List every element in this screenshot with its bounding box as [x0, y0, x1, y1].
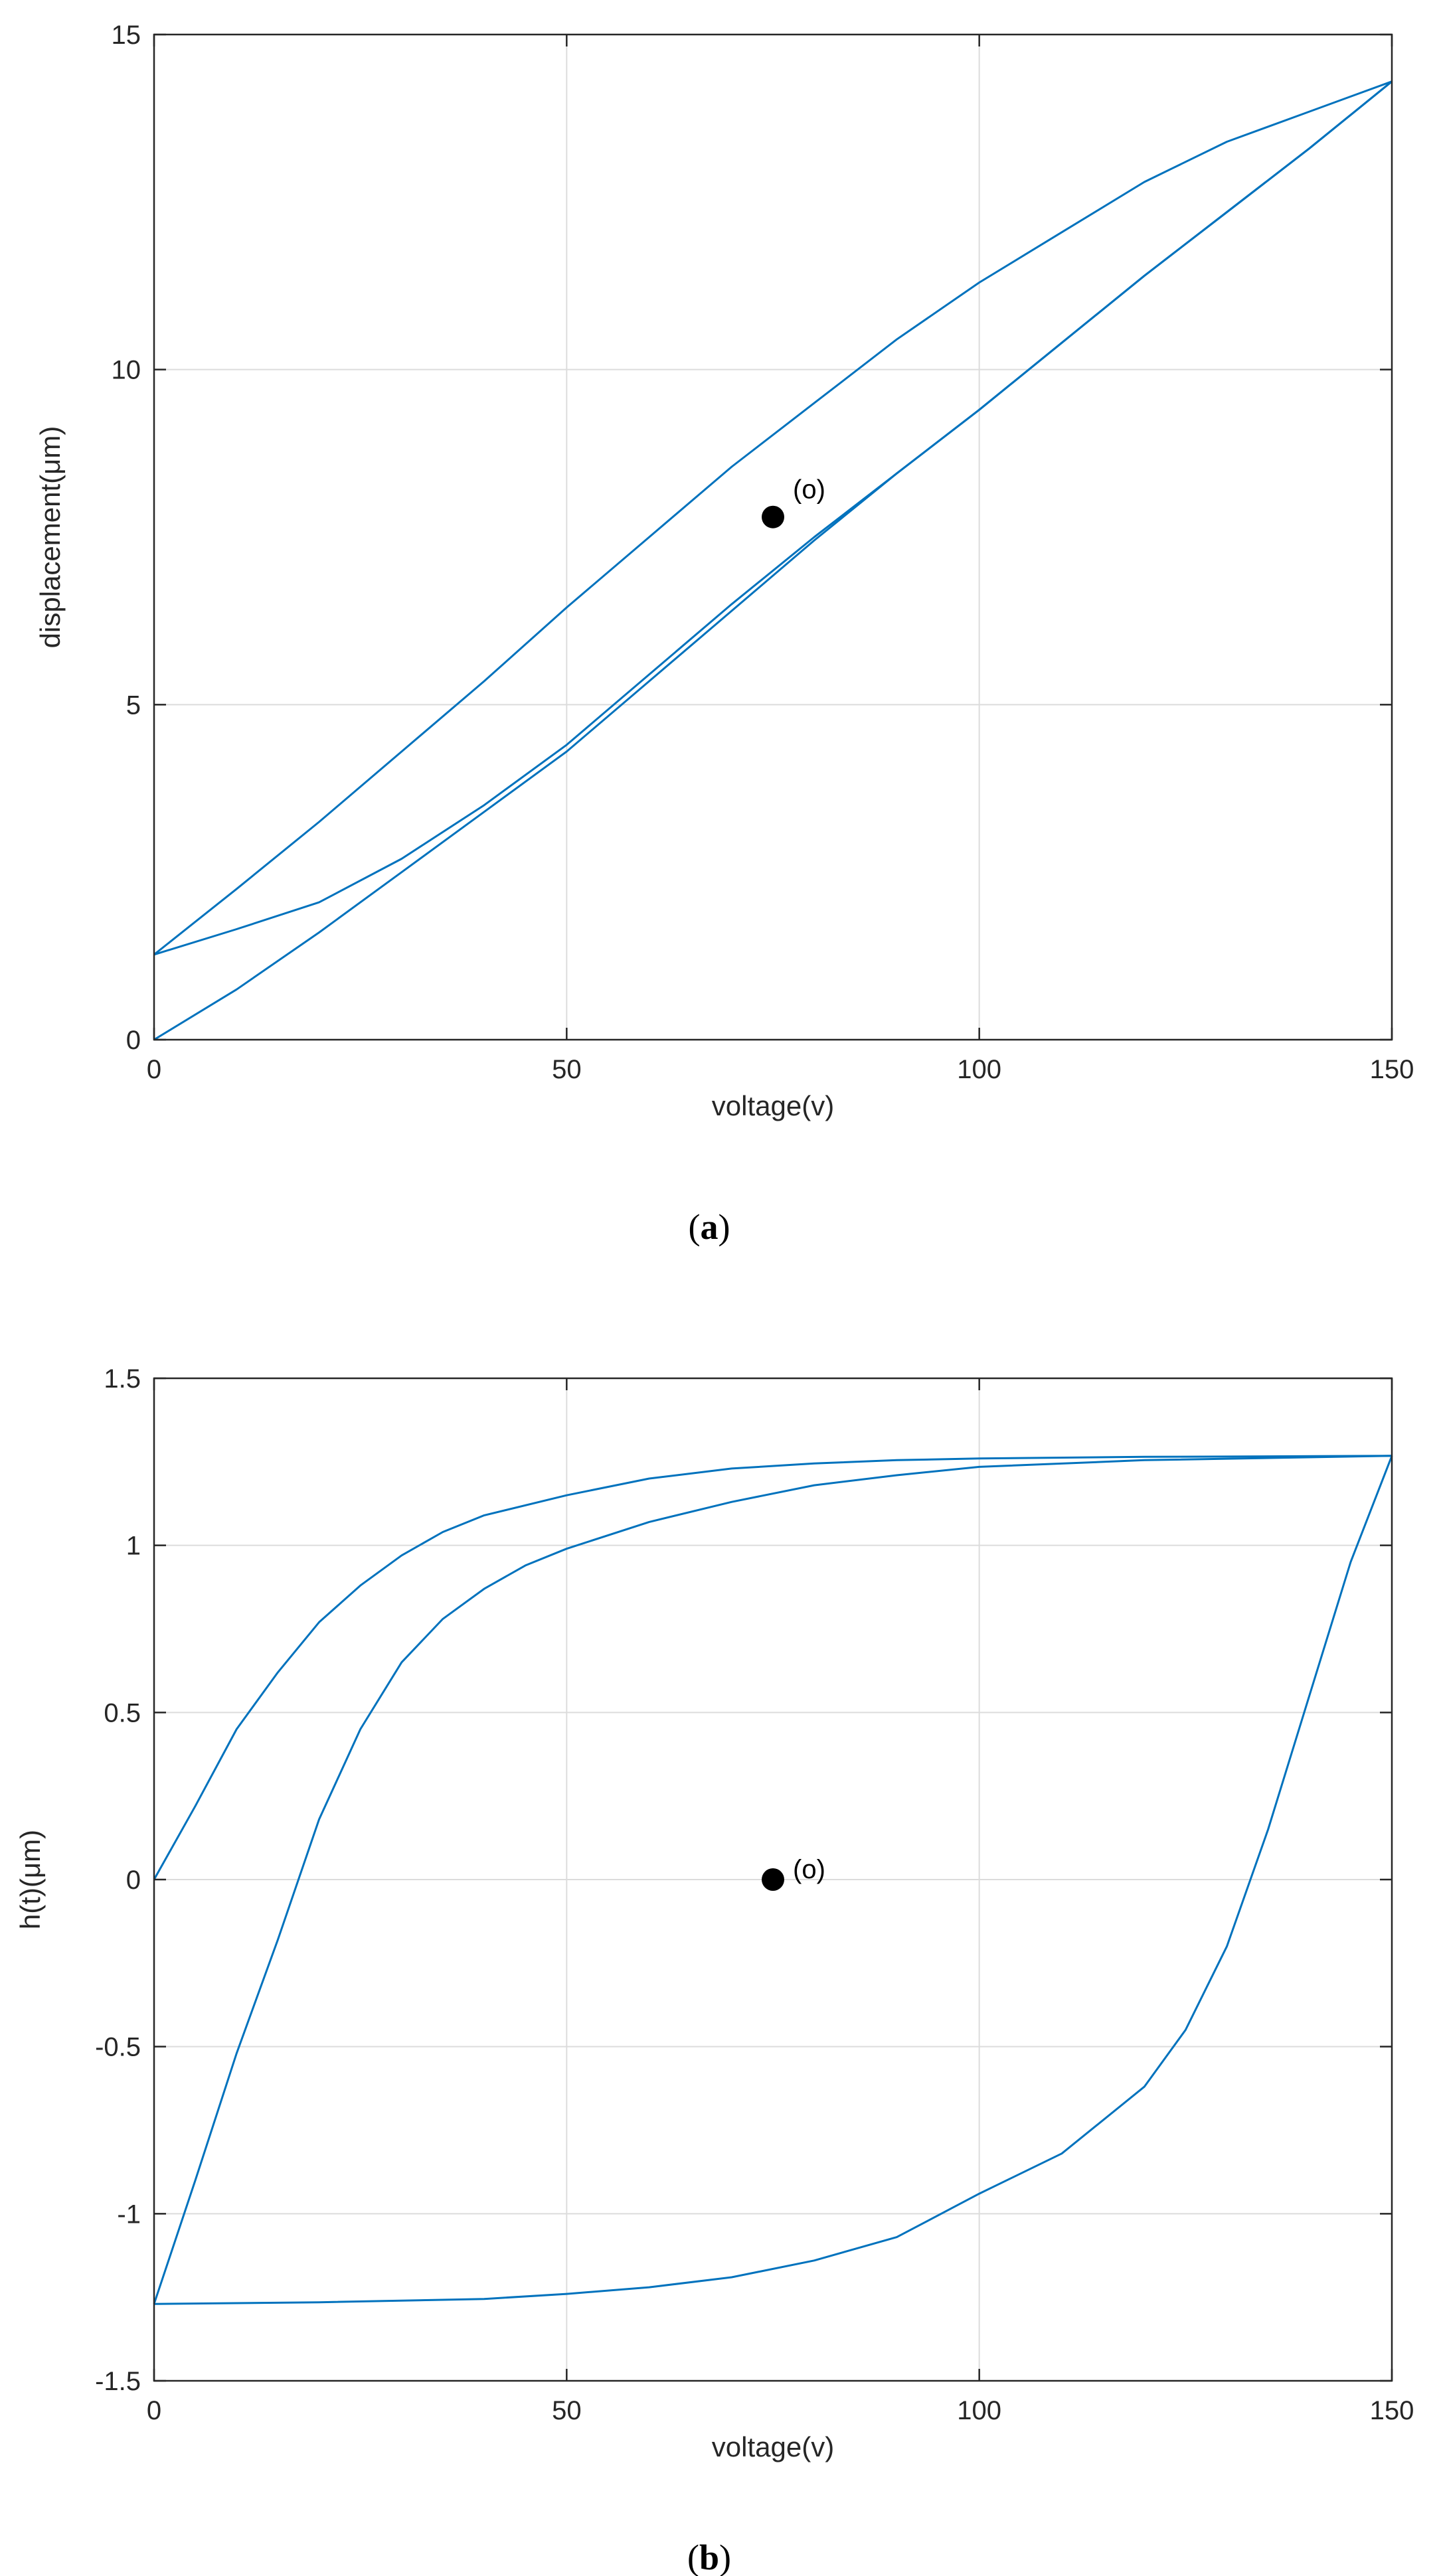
series-line-2	[153, 80, 1393, 955]
y-tick-label: 1.5	[104, 1364, 141, 1394]
x-tick-label: 50	[552, 1055, 582, 1084]
caption-letter: b	[699, 2537, 719, 2576]
y-tick-label: 5	[126, 690, 141, 720]
x-tick-label: 150	[1370, 1055, 1414, 1084]
y-tick-label: -1	[117, 2200, 141, 2229]
series-line-3	[153, 1455, 1393, 2304]
y-axis-label: h(t)(μm)	[15, 1830, 46, 1929]
axes-box	[153, 33, 1393, 1041]
caption-letter: a	[701, 1207, 719, 1247]
panel-caption: (a)	[689, 1207, 730, 1247]
y-tick-label: 0	[126, 1026, 141, 1055]
series-line-1	[153, 80, 1393, 1041]
operating-point-marker	[762, 505, 784, 528]
panel-b: 0 50 100 150 -1.5 -1 -0.5 0 0.5 1 1.5 voltage(v) h(t…	[15, 1364, 1414, 2576]
operating-point-label: (o)	[793, 475, 825, 505]
y-tick-label: 0	[126, 1866, 141, 1895]
operating-point-marker	[762, 1868, 784, 1891]
caption-open-paren: (	[689, 1207, 701, 1247]
x-tick-label: 50	[552, 2396, 582, 2425]
y-tick-label: 1	[126, 1532, 141, 1561]
caption-close-paren: )	[719, 1207, 730, 1247]
series-line-2	[153, 1455, 1393, 2305]
series-line-3	[153, 80, 1393, 956]
y-tick-label: 0.5	[104, 1698, 141, 1728]
caption-open-paren: (	[687, 2537, 699, 2576]
y-axis-label: displacement(μm)	[35, 426, 66, 649]
y-tick-label: -1.5	[95, 2367, 141, 2396]
x-tick-label: 0	[147, 2396, 161, 2425]
x-tick-label: 150	[1370, 2396, 1414, 2425]
caption-close-paren: )	[719, 2537, 731, 2576]
x-tick-label: 100	[957, 2396, 1001, 2425]
y-tick-label: 15	[112, 21, 141, 50]
x-tick-label: 100	[957, 1055, 1001, 1084]
x-tick-label: 0	[147, 1055, 161, 1084]
y-tick-label: -0.5	[95, 2033, 141, 2062]
panel-a: 0 50 100 150 0 5 10 15 voltage(v) displacement(μm…	[35, 21, 1414, 1247]
series-line-1	[153, 1455, 1393, 1880]
panel-caption: (b)	[687, 2537, 731, 2576]
operating-point-label: (o)	[793, 1855, 825, 1884]
x-axis-label: voltage(v)	[712, 1090, 834, 1121]
x-axis-label: voltage(v)	[712, 2431, 834, 2462]
y-tick-label: 10	[112, 356, 141, 385]
